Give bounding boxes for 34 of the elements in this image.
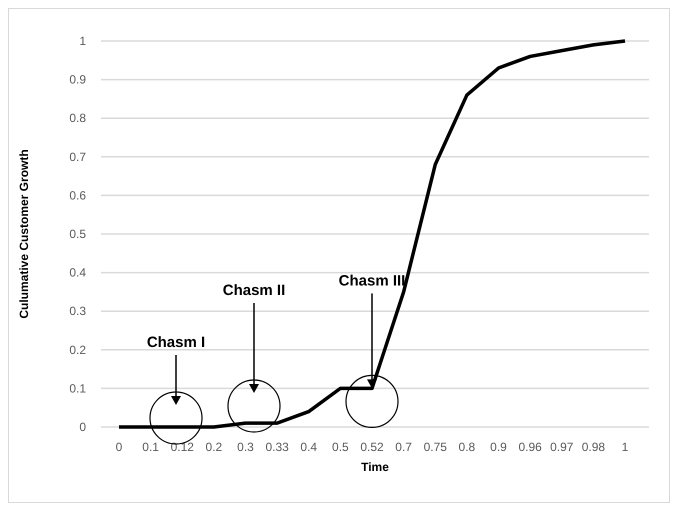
y-tick-label: 0.2 [69, 342, 86, 357]
y-tick-label: 0.4 [69, 266, 86, 280]
x-tick-label: 0.96 [518, 440, 542, 454]
line-series [117, 39, 627, 429]
x-tick-label: 0.33 [265, 440, 290, 454]
x-tick-label: 0.3 [237, 440, 254, 454]
y-axis-title: Culumative Customer Growth [17, 149, 31, 319]
x-tick-label: 0.7 [395, 440, 412, 454]
x-axis-title: Time [361, 460, 390, 474]
x-tick-label: 0 [116, 440, 123, 454]
x-tick-label: 0.75 [424, 440, 448, 454]
y-tick-label: 0.9 [69, 72, 86, 87]
x-tick-label: 0.98 [582, 440, 606, 454]
x-tick-label: 0.12 [170, 440, 194, 454]
x-tick-label: 0.9 [490, 440, 508, 454]
x-tick-label: 0.52 [360, 440, 384, 454]
annotation: Chasm II [222, 282, 286, 299]
annotation: Chasm I [146, 334, 206, 351]
x-tick-label: 0.97 [550, 440, 574, 454]
y-tick-label: 1 [79, 34, 86, 48]
annotation: Chasm III [338, 272, 406, 290]
y-tick-label: 0 [79, 420, 86, 434]
x-tick-label: 0.8 [458, 440, 476, 454]
x-tick-label: 0.1 [142, 440, 160, 454]
y-tick-label: 0.7 [69, 150, 86, 164]
x-tick-label: 0.4 [300, 440, 318, 454]
x-tick-label: 1 [622, 440, 629, 454]
x-tick-label: 0.2 [206, 440, 223, 454]
y-tick-label: 0.5 [69, 227, 86, 241]
y-tick-label: 0.1 [69, 381, 86, 396]
y-tick-label: 0.8 [69, 111, 86, 126]
y-tick-label: 0.3 [69, 304, 86, 318]
x-tick-label: 0.5 [332, 440, 350, 454]
y-tick-label: 0.6 [69, 188, 86, 202]
